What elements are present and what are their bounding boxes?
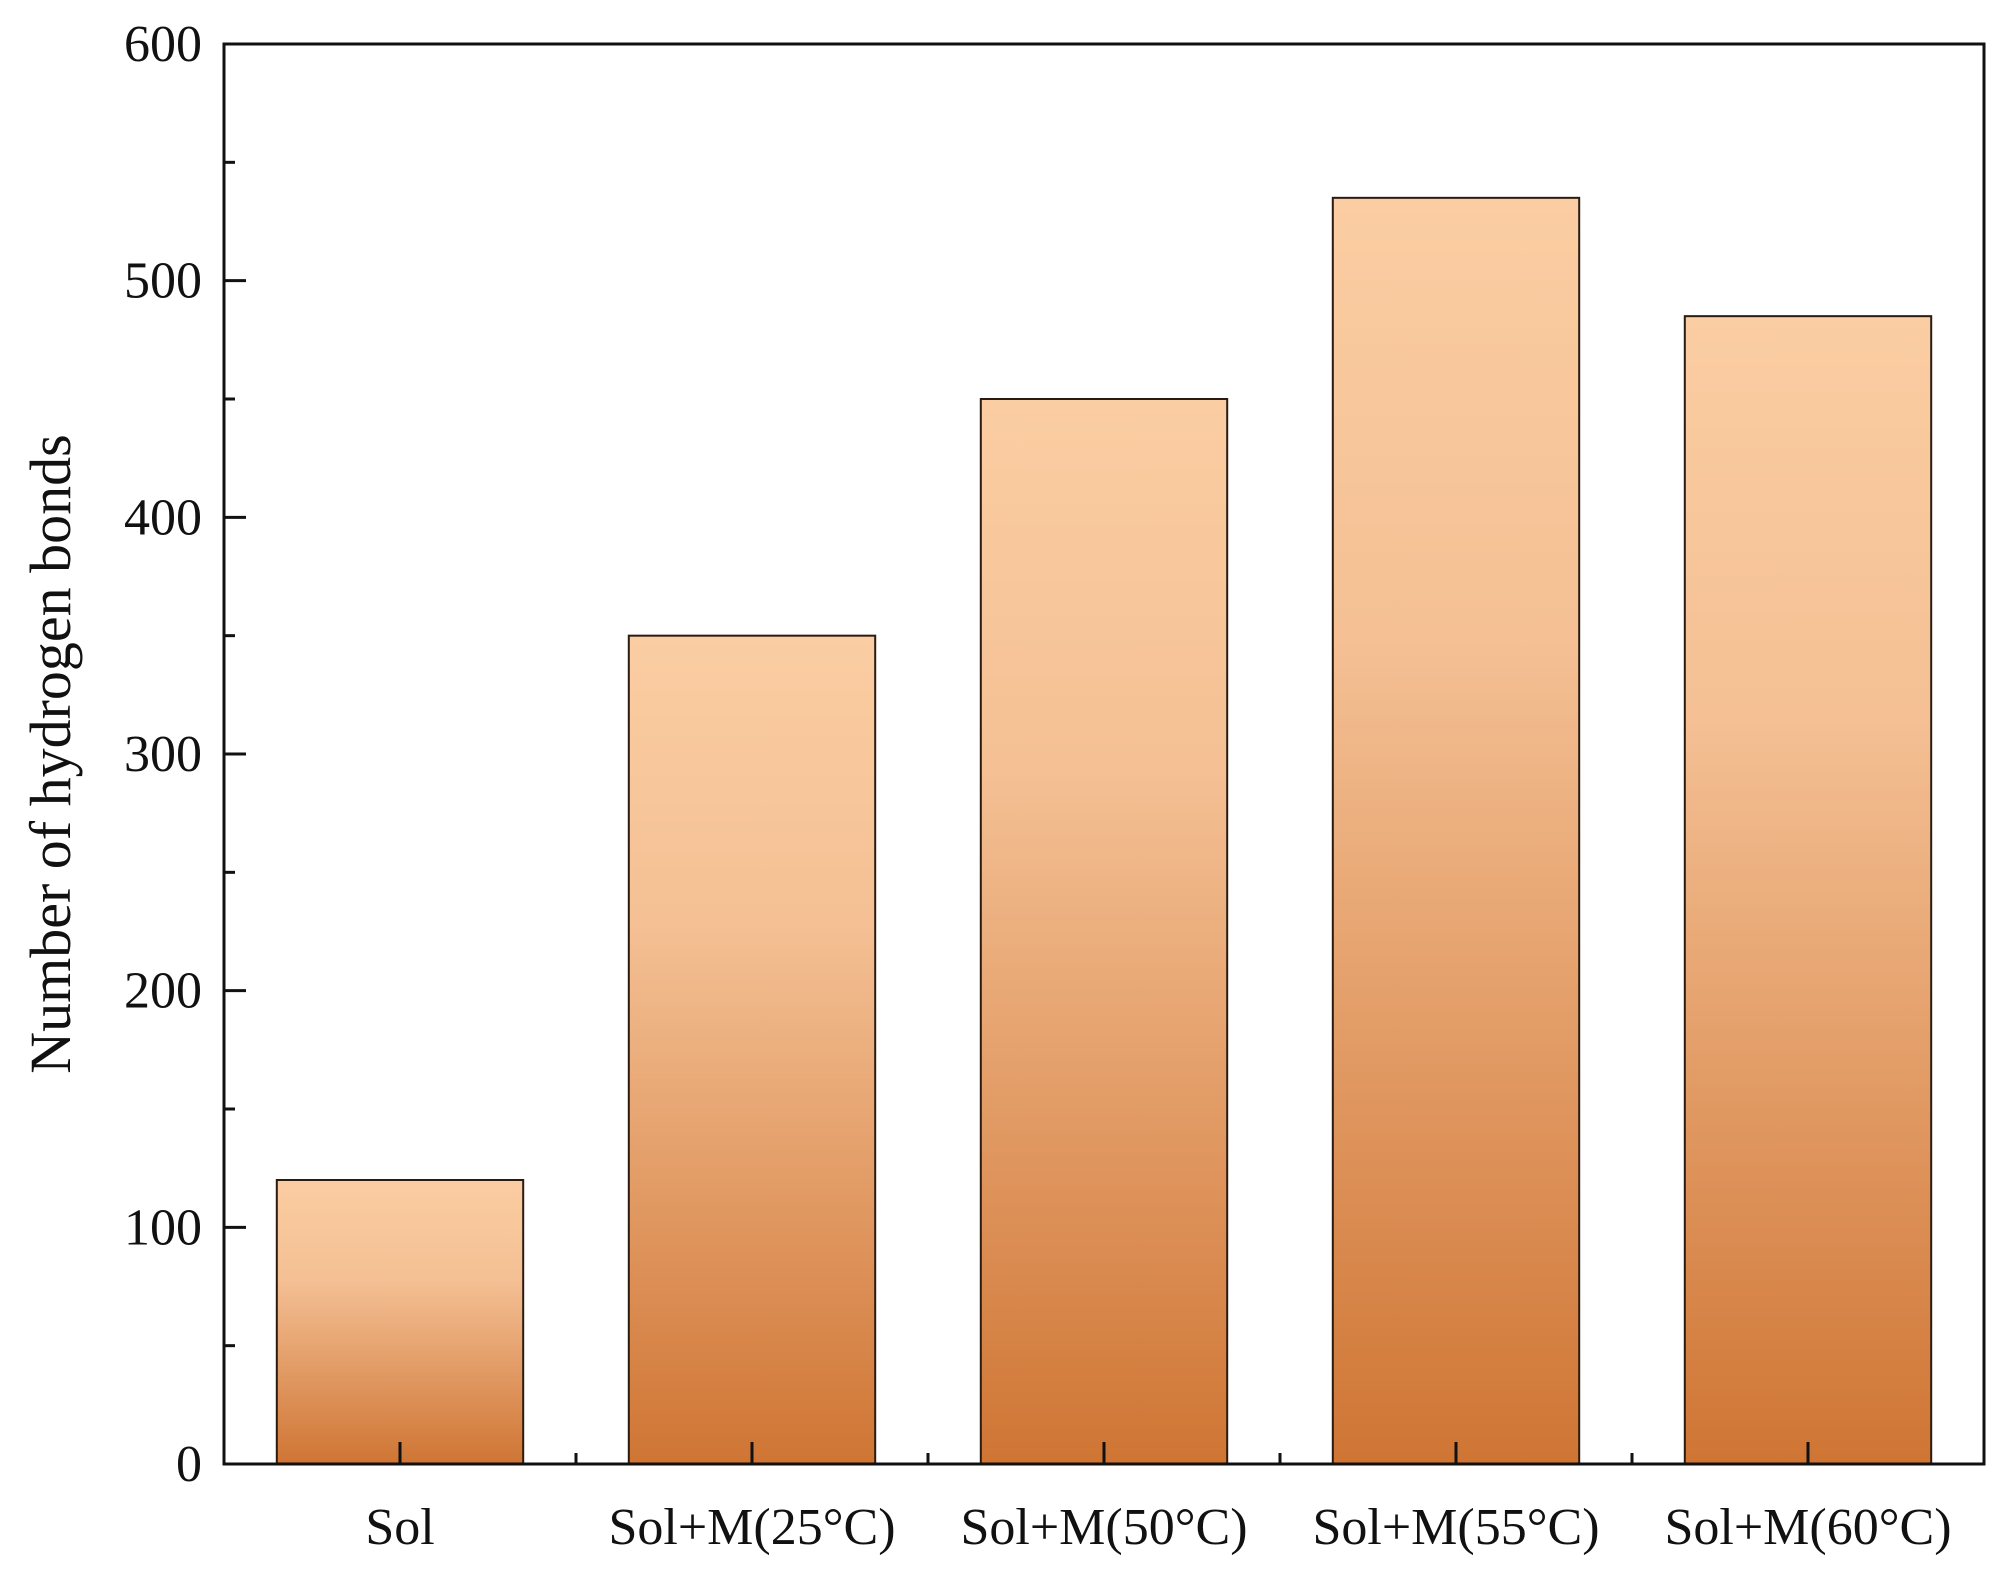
y-tick-label: 300 [124,726,202,783]
y-tick-label: 600 [124,16,202,73]
plot-frame [222,42,1986,1466]
y-tick-label: 0 [176,1436,202,1493]
bar-4 [1683,315,1933,1466]
y-tick-label: 200 [124,963,202,1020]
bar-3 [1331,196,1581,1465]
bar-1 [627,634,877,1465]
y-tick-label: 500 [124,253,202,310]
bar-2 [979,398,1229,1465]
x-tick-label: Sol+M(50°C) [960,1499,1247,1556]
x-tick-label: Sol [365,1499,434,1556]
x-tick-label: Sol+M(60°C) [1664,1499,1951,1556]
bar-0 [275,1179,525,1465]
tick-labels: Sol Sol+M(25°C) Sol+M(50°C) Sol+M(55°C) Sol+… [124,16,1952,1556]
y-tick-label: 400 [124,489,202,546]
bars [275,196,1933,1466]
x-tick-label: Sol+M(25°C) [608,1499,895,1556]
y-tick-label: 100 [124,1199,202,1256]
x-tick-label: Sol+M(55°C) [1312,1499,1599,1556]
y-axis-title: Number of hydrogen bonds [18,434,83,1074]
